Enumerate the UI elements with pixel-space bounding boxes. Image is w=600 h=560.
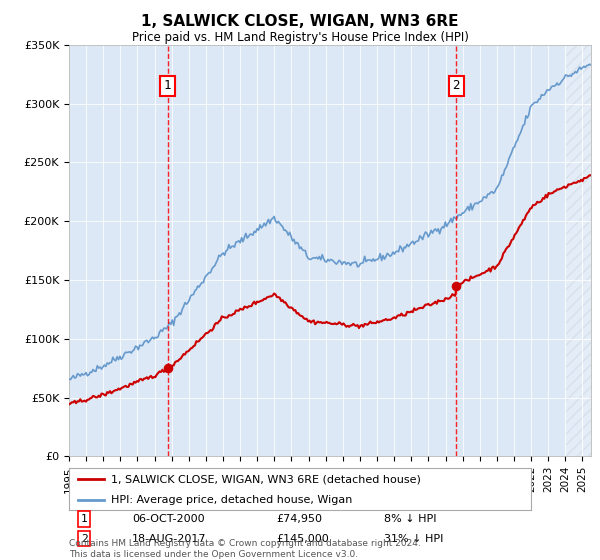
Text: 8% ↓ HPI: 8% ↓ HPI: [384, 514, 437, 524]
Text: 1, SALWICK CLOSE, WIGAN, WN3 6RE (detached house): 1, SALWICK CLOSE, WIGAN, WN3 6RE (detach…: [110, 474, 421, 484]
Text: £74,950: £74,950: [276, 514, 322, 524]
Text: Price paid vs. HM Land Registry's House Price Index (HPI): Price paid vs. HM Land Registry's House …: [131, 31, 469, 44]
Text: 2: 2: [80, 534, 88, 544]
Text: 18-AUG-2017: 18-AUG-2017: [132, 534, 206, 544]
Text: £145,000: £145,000: [276, 534, 329, 544]
Text: Contains HM Land Registry data © Crown copyright and database right 2024.
This d: Contains HM Land Registry data © Crown c…: [69, 539, 421, 559]
Text: 1: 1: [164, 80, 172, 92]
Text: 31% ↓ HPI: 31% ↓ HPI: [384, 534, 443, 544]
Text: 1, SALWICK CLOSE, WIGAN, WN3 6RE: 1, SALWICK CLOSE, WIGAN, WN3 6RE: [141, 14, 459, 29]
Text: 06-OCT-2000: 06-OCT-2000: [132, 514, 205, 524]
Point: [452, 282, 461, 291]
Text: 1: 1: [80, 514, 88, 524]
Text: HPI: Average price, detached house, Wigan: HPI: Average price, detached house, Wiga…: [110, 496, 352, 505]
Point: [163, 364, 173, 373]
Text: 2: 2: [452, 80, 460, 92]
